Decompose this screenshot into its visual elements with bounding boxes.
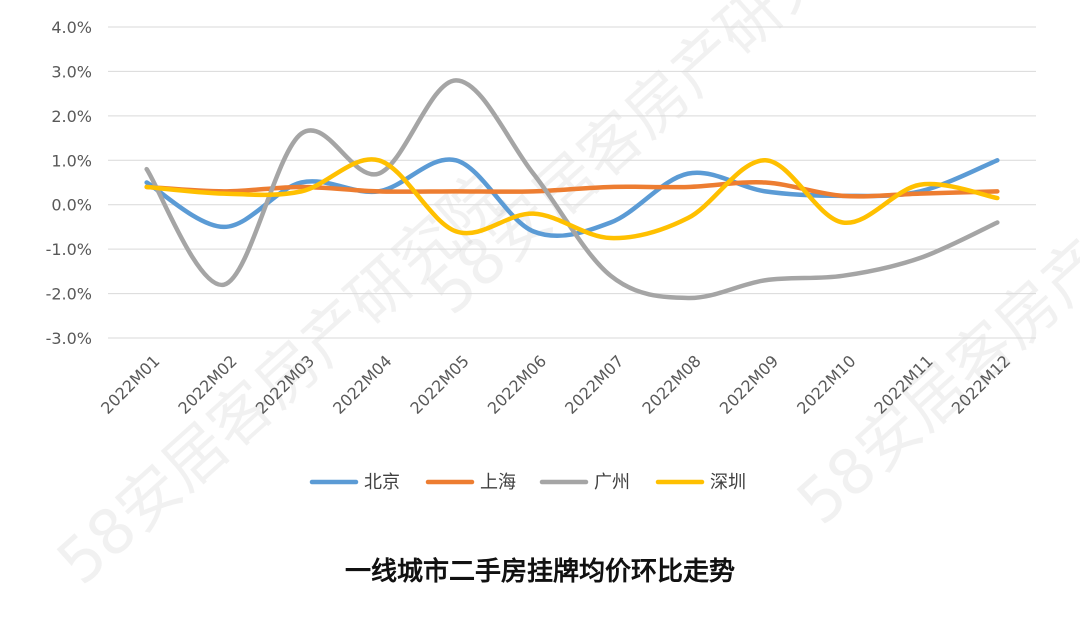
x-tick-label: 2022M09: [716, 351, 782, 417]
series-line-1: [144, 179, 1000, 199]
y-axis-ticks: -3.0% -2.0% -1.0% 0.0% 1.0% 2.0% 3.0% 4.0%: [46, 18, 92, 348]
x-tick-label: 2022M05: [406, 351, 472, 417]
y-tick-label: -2.0%: [46, 285, 92, 304]
x-tick-label: 2022M07: [561, 351, 627, 417]
x-tick-label: 2022M10: [793, 351, 859, 417]
y-tick-label: -1.0%: [46, 240, 92, 259]
x-tick-label: 2022M03: [252, 351, 318, 417]
legend-label: 广州: [594, 472, 630, 493]
x-tick-label: 2022M08: [638, 351, 704, 417]
x-axis-ticks: 2022M01 2022M02 2022M03 2022M04 2022M05 2022M…: [97, 351, 1014, 417]
x-tick-label: 2022M02: [174, 351, 240, 417]
x-tick-label: 2022M06: [484, 351, 550, 417]
legend-label: 深圳: [710, 472, 746, 493]
y-tick-label: 2.0%: [51, 107, 92, 126]
x-tick-label: 2022M04: [329, 351, 395, 417]
x-tick-label: 2022M01: [97, 351, 163, 417]
y-tick-label: 0.0%: [51, 196, 92, 215]
chart-title: 一线城市二手房挂牌均价环比走势: [345, 556, 735, 587]
series-line-3: [144, 157, 1000, 241]
gridlines: [108, 26, 1036, 339]
y-tick-label: 1.0%: [51, 151, 92, 170]
legend-label: 上海: [480, 472, 516, 493]
y-tick-label: -3.0%: [46, 329, 92, 348]
x-tick-label: 2022M12: [948, 351, 1014, 417]
legend: 北京 上海 广州 深圳: [309, 472, 746, 493]
series-lines: [144, 78, 1000, 301]
x-tick-label: 2022M11: [870, 351, 936, 417]
y-tick-label: 4.0%: [51, 18, 92, 37]
legend-label: 北京: [364, 472, 400, 493]
y-tick-label: 3.0%: [51, 62, 92, 81]
